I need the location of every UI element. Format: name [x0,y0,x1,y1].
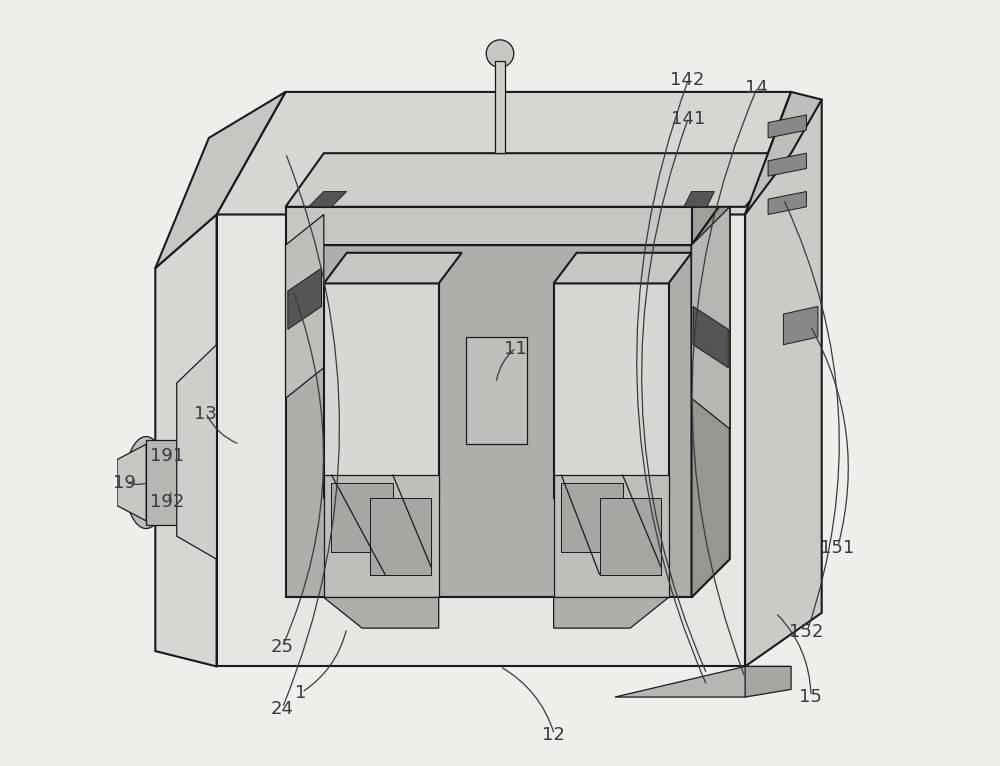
Polygon shape [554,475,669,597]
Polygon shape [768,192,806,214]
Text: 15: 15 [799,688,822,706]
Ellipse shape [466,433,527,456]
Text: 25: 25 [270,638,293,656]
Polygon shape [324,475,439,597]
Polygon shape [177,345,217,559]
Polygon shape [286,153,791,207]
Polygon shape [331,483,393,552]
Polygon shape [745,92,822,214]
Polygon shape [768,115,806,138]
Bar [588,356,619,383]
Polygon shape [554,597,669,628]
Text: 192: 192 [150,493,184,511]
Polygon shape [288,268,322,329]
Bar [588,310,619,337]
Text: 13: 13 [194,404,217,423]
Bar [358,310,389,337]
Text: 12: 12 [542,726,565,745]
Text: 24: 24 [270,699,293,718]
Bar [358,356,389,383]
Ellipse shape [454,322,538,352]
Polygon shape [146,440,177,525]
Polygon shape [286,214,324,398]
Text: 1: 1 [295,684,307,702]
Polygon shape [783,306,818,345]
Polygon shape [217,214,745,666]
Polygon shape [768,153,806,176]
Polygon shape [286,245,692,597]
Polygon shape [286,192,730,245]
Ellipse shape [125,437,167,529]
Polygon shape [466,337,527,444]
Polygon shape [615,666,791,697]
Text: 14: 14 [745,79,768,97]
Text: 151: 151 [820,538,854,557]
Polygon shape [155,92,286,268]
Circle shape [487,328,505,346]
Polygon shape [324,283,439,498]
Text: 141: 141 [671,110,705,128]
Polygon shape [693,306,728,368]
Polygon shape [370,498,431,574]
Polygon shape [117,444,146,521]
Polygon shape [561,483,623,552]
Polygon shape [745,100,822,666]
Circle shape [486,40,514,67]
Polygon shape [600,498,661,574]
Polygon shape [217,92,791,214]
Polygon shape [446,484,546,519]
Polygon shape [684,192,714,207]
Polygon shape [155,214,217,666]
Circle shape [473,479,519,525]
Polygon shape [692,207,730,429]
Text: 11: 11 [504,339,527,358]
Polygon shape [745,666,791,697]
Polygon shape [554,253,692,283]
Polygon shape [309,192,347,207]
Polygon shape [745,92,791,666]
Text: 142: 142 [670,71,705,90]
Polygon shape [495,61,505,153]
Polygon shape [692,192,730,597]
Polygon shape [324,253,462,283]
Text: 152: 152 [789,623,824,641]
Polygon shape [286,207,692,245]
Text: 19: 19 [113,473,136,492]
Text: 191: 191 [150,447,184,465]
Polygon shape [554,283,669,498]
Polygon shape [324,597,439,628]
